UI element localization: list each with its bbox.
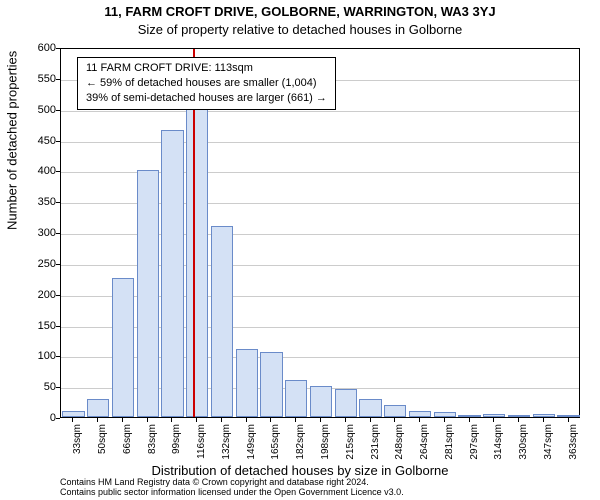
histogram-bar: [112, 278, 134, 417]
x-tick-mark: [147, 418, 148, 422]
histogram-bar: [137, 170, 159, 417]
x-tick-mark: [97, 418, 98, 422]
histogram-bar: [186, 72, 208, 417]
histogram-bar: [409, 411, 431, 417]
annotation-line: 39% of semi-detached houses are larger (…: [86, 91, 327, 106]
annotation-line: 11 FARM CROFT DRIVE: 113sqm: [86, 61, 327, 76]
y-tick-label: 600: [16, 42, 56, 54]
histogram-bar: [310, 386, 332, 417]
chart-title-main: 11, FARM CROFT DRIVE, GOLBORNE, WARRINGT…: [0, 4, 600, 19]
y-tick-label: 350: [16, 196, 56, 208]
y-tick-label: 100: [16, 350, 56, 362]
x-tick-mark: [221, 418, 222, 422]
histogram-bar: [434, 412, 456, 417]
plot-area: 11 FARM CROFT DRIVE: 113sqm← 59% of deta…: [60, 48, 580, 418]
y-tick-label: 200: [16, 289, 56, 301]
x-tick-mark: [370, 418, 371, 422]
y-tick-label: 150: [16, 320, 56, 332]
histogram-bar: [359, 399, 381, 418]
histogram-bar: [458, 415, 480, 417]
histogram-bar: [87, 399, 109, 418]
x-tick-mark: [122, 418, 123, 422]
x-tick-mark: [320, 418, 321, 422]
histogram-bar: [260, 352, 282, 417]
footer-text: Contains HM Land Registry data © Crown c…: [60, 478, 590, 498]
histogram-bar: [62, 411, 84, 417]
annotation-line: ← 59% of detached houses are smaller (1,…: [86, 76, 327, 91]
y-tick-label: 300: [16, 227, 56, 239]
histogram-bar: [236, 349, 258, 417]
histogram-bar: [335, 389, 357, 417]
x-tick-mark: [345, 418, 346, 422]
x-tick-mark: [543, 418, 544, 422]
histogram-bar: [557, 415, 579, 417]
footer-line-2: Contains public sector information licen…: [60, 488, 590, 498]
x-tick-mark: [72, 418, 73, 422]
y-tick-label: 450: [16, 135, 56, 147]
histogram-bar: [384, 405, 406, 417]
grid-line: [61, 142, 579, 143]
y-tick-label: 250: [16, 258, 56, 270]
histogram-bar: [533, 414, 555, 417]
histogram-bar: [161, 130, 183, 417]
histogram-bar: [508, 415, 530, 417]
annotation-box: 11 FARM CROFT DRIVE: 113sqm← 59% of deta…: [77, 57, 336, 110]
x-tick-mark: [270, 418, 271, 422]
x-tick-mark: [444, 418, 445, 422]
x-tick-mark: [394, 418, 395, 422]
y-tick-label: 0: [16, 412, 56, 424]
histogram-bar: [285, 380, 307, 417]
x-tick-mark: [518, 418, 519, 422]
x-tick-mark: [171, 418, 172, 422]
y-tick-mark: [56, 418, 60, 419]
x-tick-mark: [568, 418, 569, 422]
y-tick-label: 400: [16, 165, 56, 177]
grid-line: [61, 111, 579, 112]
x-tick-mark: [469, 418, 470, 422]
x-tick-mark: [493, 418, 494, 422]
x-tick-mark: [419, 418, 420, 422]
histogram-bar: [211, 226, 233, 417]
x-tick-mark: [295, 418, 296, 422]
y-tick-label: 50: [16, 381, 56, 393]
y-tick-label: 550: [16, 73, 56, 85]
x-tick-mark: [246, 418, 247, 422]
x-axis-label: Distribution of detached houses by size …: [0, 463, 600, 478]
x-tick-mark: [196, 418, 197, 422]
histogram-bar: [483, 414, 505, 417]
chart-title-sub: Size of property relative to detached ho…: [0, 22, 600, 37]
y-tick-label: 500: [16, 104, 56, 116]
histogram-chart: 11, FARM CROFT DRIVE, GOLBORNE, WARRINGT…: [0, 0, 600, 500]
